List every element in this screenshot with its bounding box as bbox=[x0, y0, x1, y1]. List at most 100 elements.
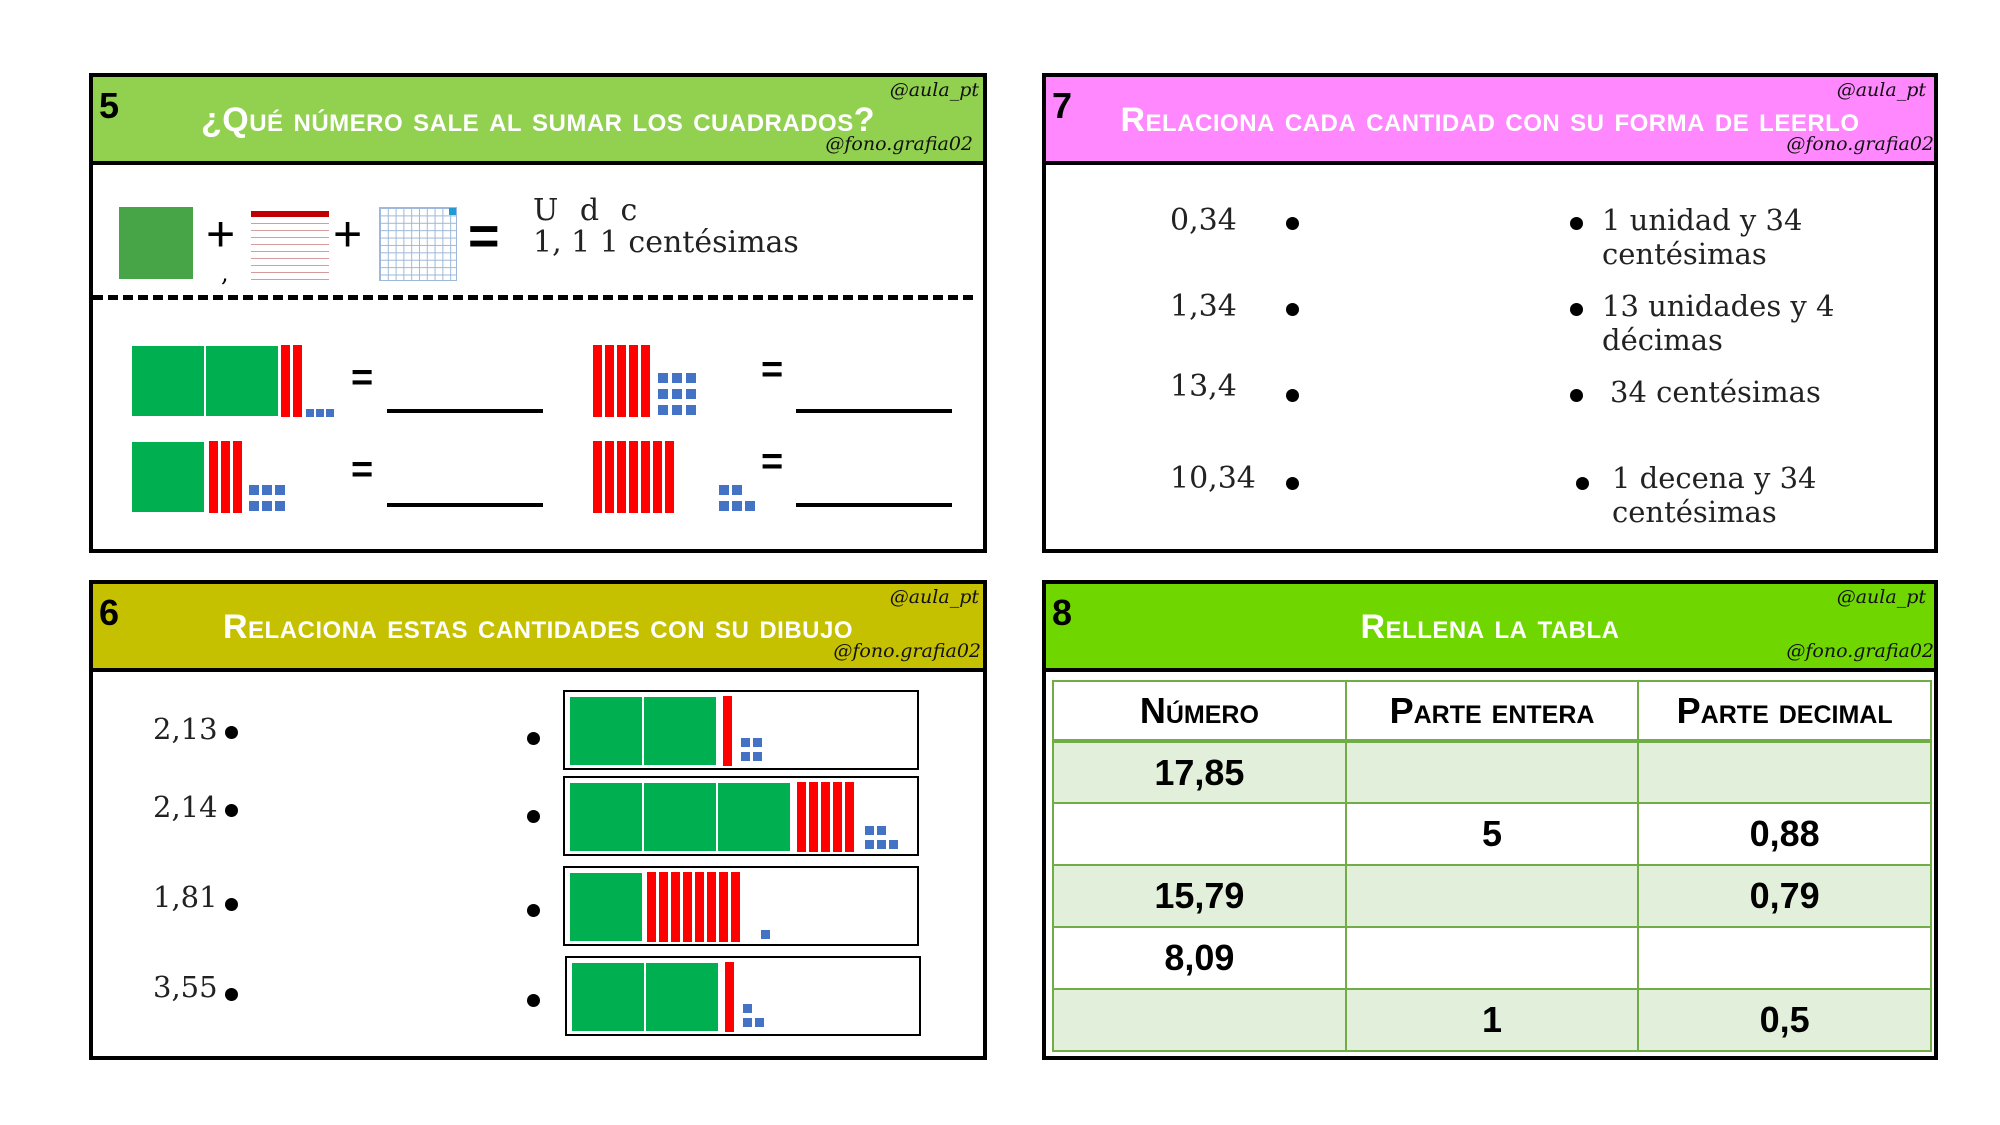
cell-numero[interactable]: 15,79 bbox=[1052, 864, 1347, 928]
unit-block bbox=[571, 962, 645, 1032]
equals-sign: = bbox=[351, 357, 374, 399]
tenth-rod bbox=[683, 872, 692, 942]
hundredth-cube bbox=[249, 485, 259, 495]
hundredth-cube bbox=[672, 373, 682, 383]
card-5: 5 ¿Qué número sale al sumar los cuadrado… bbox=[89, 73, 987, 553]
answer-line bbox=[796, 503, 952, 507]
hundredth-cube bbox=[686, 389, 696, 399]
udc-header: U d c bbox=[533, 193, 644, 228]
left-quantity: 1,34 bbox=[1170, 289, 1237, 324]
hundredth-cube bbox=[877, 826, 886, 835]
one-unit-square bbox=[119, 207, 193, 279]
right-reading: 1 decena y 34 centésimas bbox=[1612, 461, 1817, 529]
match-dot[interactable] bbox=[225, 988, 238, 1001]
tenth-rod bbox=[233, 441, 242, 513]
hundredth-cube bbox=[877, 840, 886, 849]
match-dot[interactable] bbox=[225, 804, 238, 817]
unit-block bbox=[569, 696, 643, 766]
tag-bottom: @fono.grafia02 bbox=[833, 640, 981, 662]
match-dot[interactable] bbox=[1570, 389, 1583, 402]
cell-parte-decimal[interactable]: 0,88 bbox=[1637, 802, 1932, 866]
hundredth-cube bbox=[741, 752, 750, 761]
table-row: 17,85 bbox=[1052, 740, 1932, 804]
match-dot[interactable] bbox=[225, 898, 238, 911]
hundredth-cube bbox=[889, 840, 898, 849]
tag-top: @aula_pt bbox=[889, 79, 979, 101]
match-dot[interactable] bbox=[225, 726, 238, 739]
match-dot[interactable] bbox=[1286, 303, 1299, 316]
cell-parte-decimal[interactable] bbox=[1637, 926, 1932, 990]
tenth-rod bbox=[653, 441, 662, 513]
hundredth-cube bbox=[732, 501, 742, 511]
tenth-rod bbox=[641, 345, 650, 417]
match-dot[interactable] bbox=[527, 994, 540, 1007]
cell-parte-decimal[interactable]: 0,79 bbox=[1637, 864, 1932, 928]
hundredth-grid-square bbox=[379, 207, 457, 281]
tenth-rod bbox=[617, 441, 626, 513]
hundredth-cube bbox=[658, 389, 668, 399]
cell-parte-entera[interactable] bbox=[1344, 926, 1640, 990]
cell-parte-entera[interactable] bbox=[1344, 740, 1640, 804]
tenth-rod bbox=[707, 872, 716, 942]
card-5-header: 5 ¿Qué número sale al sumar los cuadrado… bbox=[93, 77, 983, 165]
equals-sign: = bbox=[761, 349, 784, 391]
tenth-rod bbox=[809, 782, 818, 852]
match-dot[interactable] bbox=[527, 904, 540, 917]
tenth-rod bbox=[833, 782, 842, 852]
match-dot[interactable] bbox=[1286, 477, 1299, 490]
cell-numero[interactable] bbox=[1052, 802, 1347, 866]
hundredth-cube bbox=[865, 826, 874, 835]
drawing-box[interactable] bbox=[565, 956, 921, 1036]
tenth-rod bbox=[695, 872, 704, 942]
tenth-rod bbox=[593, 345, 602, 417]
tenth-rod bbox=[719, 872, 728, 942]
tenth-rod bbox=[641, 441, 650, 513]
match-dot[interactable] bbox=[1570, 217, 1583, 230]
drawing-box[interactable] bbox=[563, 776, 919, 856]
unit-block bbox=[643, 782, 717, 852]
drawing-box[interactable] bbox=[563, 866, 919, 946]
tenth-rod bbox=[221, 441, 230, 513]
match-dot[interactable] bbox=[527, 732, 540, 745]
tenth-rod bbox=[605, 345, 614, 417]
cell-numero[interactable] bbox=[1052, 988, 1347, 1052]
match-dot[interactable] bbox=[1286, 217, 1299, 230]
card-number: 6 bbox=[99, 592, 120, 633]
cell-parte-entera[interactable] bbox=[1344, 864, 1640, 928]
cell-parte-entera[interactable]: 1 bbox=[1344, 988, 1640, 1052]
hundredth-cube bbox=[753, 752, 762, 761]
card-title: Rellena la tabla bbox=[1360, 608, 1620, 646]
card-7: 7 Relaciona cada cantidad con su forma d… bbox=[1042, 73, 1938, 553]
hundredth-cube bbox=[262, 501, 272, 511]
match-dot[interactable] bbox=[1576, 477, 1589, 490]
hundredth-cube bbox=[672, 405, 682, 415]
match-dot[interactable] bbox=[1570, 303, 1583, 316]
card-number: 7 bbox=[1052, 85, 1073, 126]
cell-numero[interactable]: 8,09 bbox=[1052, 926, 1347, 990]
hundredth-cube bbox=[719, 501, 729, 511]
cell-parte-decimal[interactable]: 0,5 bbox=[1637, 988, 1932, 1052]
left-quantity: 0,34 bbox=[1170, 203, 1237, 238]
cell-parte-entera[interactable]: 5 bbox=[1344, 802, 1640, 866]
tenth-rod bbox=[723, 696, 732, 766]
match-dot[interactable] bbox=[527, 810, 540, 823]
cell-numero[interactable]: 17,85 bbox=[1052, 740, 1347, 804]
cell-parte-decimal[interactable] bbox=[1637, 740, 1932, 804]
tenth-rod bbox=[629, 345, 638, 417]
tag-bottom: @fono.grafia02 bbox=[1786, 640, 1934, 662]
answer-line bbox=[796, 409, 952, 413]
hundredth-cube bbox=[275, 485, 285, 495]
match-dot[interactable] bbox=[1286, 389, 1299, 402]
hundredth-cube bbox=[719, 485, 729, 495]
hundredth-cube bbox=[743, 1004, 752, 1013]
card-6: 6 Relaciona estas cantidades con su dibu… bbox=[89, 580, 987, 1060]
card-8-header: 8 Rellena la tabla @aula_pt @fono.grafia… bbox=[1046, 584, 1934, 672]
right-reading: 34 centésimas bbox=[1610, 375, 1821, 409]
card-number: 8 bbox=[1052, 592, 1073, 633]
drawing-box[interactable] bbox=[563, 690, 919, 770]
left-quantity: 1,81 bbox=[153, 880, 218, 914]
hundredth-cube bbox=[249, 501, 259, 511]
hundredth-cube bbox=[316, 409, 324, 417]
hundredth-cube bbox=[658, 405, 668, 415]
right-reading: 13 unidades y 4 décimas bbox=[1602, 289, 1835, 357]
